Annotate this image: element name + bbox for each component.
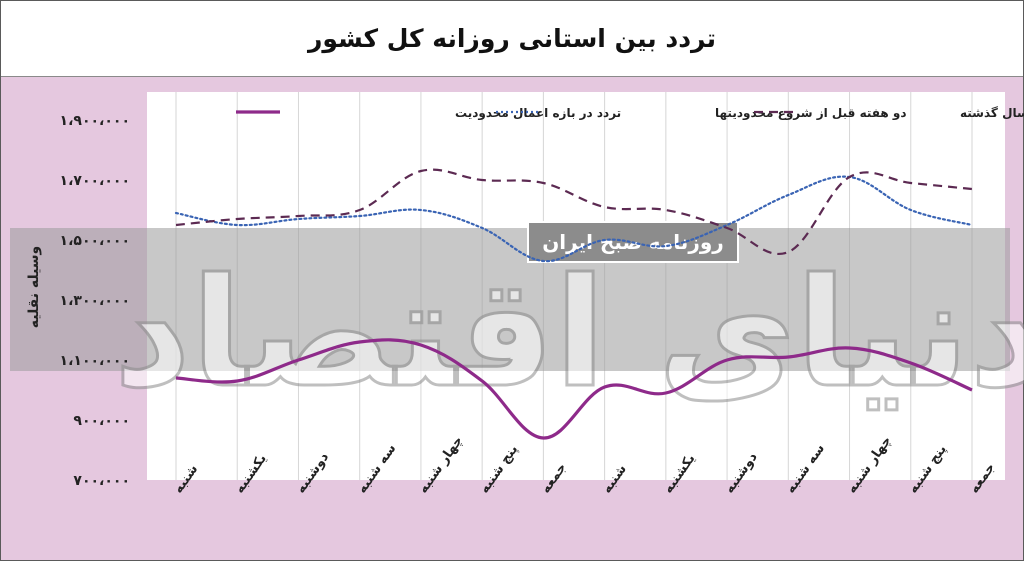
y-tick-label: ۱،۷۰۰،۰۰۰	[60, 173, 130, 189]
y-tick-label: ۷۰۰،۰۰۰	[73, 473, 130, 489]
title-bar: تردد بین استانی روزانه کل کشور	[1, 1, 1023, 77]
y-tick-label: ۱،۳۰۰،۰۰۰	[60, 293, 130, 309]
watermark-big-text: دنیای اقتصاد	[114, 247, 1024, 421]
y-tick-label: ۱،۹۰۰،۰۰۰	[60, 113, 130, 129]
series-line-2	[174, 175, 974, 263]
y-tick-label: ۱،۵۰۰،۰۰۰	[60, 233, 130, 249]
y-axis-label: وسیله نقلیه	[26, 246, 42, 329]
legend-label: تردد مدت مشابه سال گذشته	[960, 106, 1024, 120]
y-tick-label: ۹۰۰،۰۰۰	[73, 413, 130, 429]
series-line-1	[175, 338, 973, 440]
legend-label: تردد در بازه اعمال محدودیت	[455, 106, 621, 121]
legend-label: دو هفته قبل از شروع محدودیتها	[715, 106, 907, 121]
chart-title: تردد بین استانی روزانه کل کشور	[308, 24, 716, 53]
series-line-3	[175, 168, 973, 255]
y-tick-label: ۱،۱۰۰،۰۰۰	[60, 353, 130, 369]
